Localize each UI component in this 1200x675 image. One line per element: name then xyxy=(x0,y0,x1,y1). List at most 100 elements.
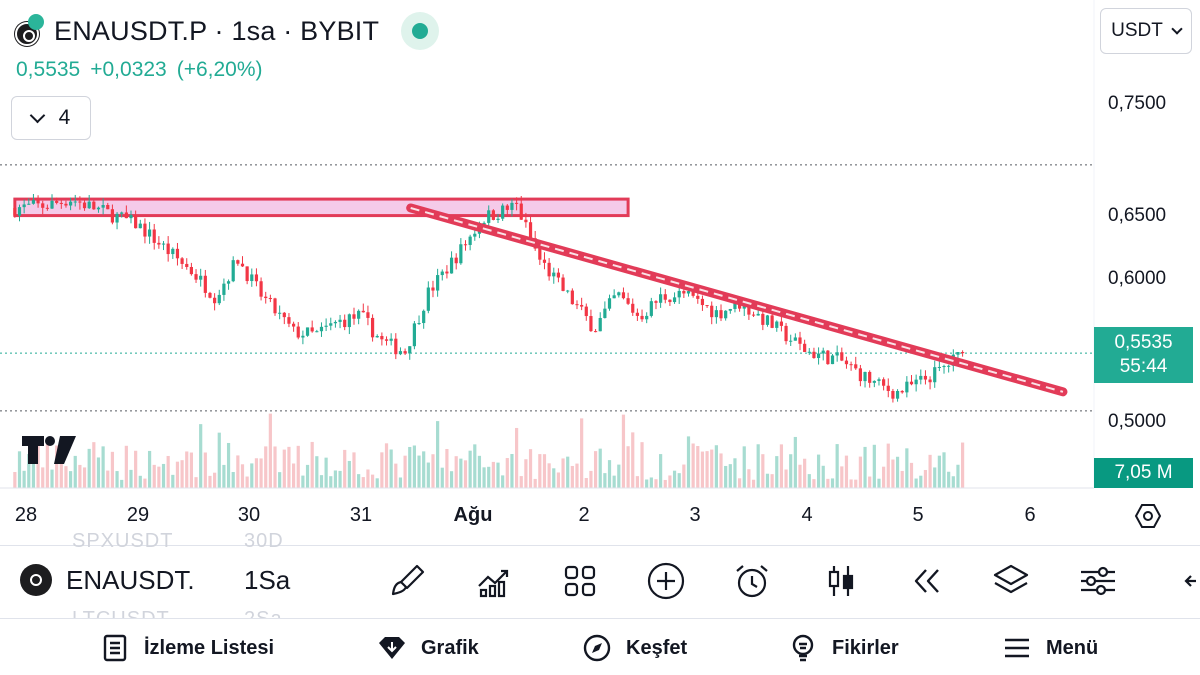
volume-bar xyxy=(157,466,161,488)
nav-explore[interactable]: Keşfet xyxy=(582,633,687,663)
nav-ideas[interactable]: Fikirler xyxy=(788,633,899,663)
volume-bar xyxy=(533,478,537,488)
volume-bar xyxy=(217,432,221,488)
last-price: 0,5535 xyxy=(16,58,81,81)
candle-body xyxy=(603,308,607,318)
toolbar-symbol: ENAUSDT. xyxy=(66,564,195,595)
candle-body xyxy=(101,205,105,208)
brush-icon[interactable] xyxy=(387,560,429,602)
candle-body xyxy=(505,205,509,210)
candle-body xyxy=(686,291,691,294)
candle-body xyxy=(305,327,310,336)
volume-bar xyxy=(166,455,170,488)
alarm-icon[interactable] xyxy=(731,560,773,602)
nav-menu[interactable]: Menü xyxy=(1002,633,1098,663)
candle-body xyxy=(310,327,314,332)
volume-bar xyxy=(765,473,770,488)
volume-bar xyxy=(199,424,203,488)
volume-bar xyxy=(454,456,458,488)
volume-bar xyxy=(231,472,235,488)
replay-icon[interactable] xyxy=(904,560,946,602)
volume-bar xyxy=(738,478,742,488)
volume-bar xyxy=(617,464,621,488)
volume-bar xyxy=(501,475,505,488)
candle-body xyxy=(394,338,398,355)
nav-ideas-label: Fikirler xyxy=(832,636,899,659)
arrow-left-icon[interactable] xyxy=(1170,560,1200,602)
candle-body xyxy=(59,202,63,204)
symbol-logo-icon[interactable] xyxy=(12,14,46,48)
candle-body xyxy=(933,367,937,383)
volume-bar xyxy=(213,472,217,488)
volume-bar xyxy=(649,477,653,488)
volume-bar xyxy=(761,454,765,488)
volume-bar xyxy=(106,470,110,488)
chart-settings-icon[interactable] xyxy=(1134,502,1162,530)
candle-body xyxy=(491,210,495,220)
sliders-icon[interactable] xyxy=(1077,560,1119,602)
candle-body xyxy=(110,209,115,223)
candle-body xyxy=(798,337,802,344)
candle-body xyxy=(895,390,900,399)
interval-button[interactable]: 1Sa xyxy=(244,565,291,595)
trendline[interactable] xyxy=(406,203,1068,397)
candle-body xyxy=(640,315,644,320)
volume-bar xyxy=(380,452,384,488)
layers-icon[interactable] xyxy=(990,560,1032,602)
candle-body xyxy=(635,312,639,316)
candle-body xyxy=(282,312,286,318)
plus-circle-icon[interactable] xyxy=(645,560,687,602)
volume-bar xyxy=(185,451,189,488)
candle-body xyxy=(268,298,272,300)
candle-body xyxy=(240,263,245,267)
market-status-icon[interactable] xyxy=(401,12,440,50)
candle-body xyxy=(923,375,928,380)
candles-icon[interactable] xyxy=(820,560,862,602)
volume-bar xyxy=(505,458,509,488)
candle-body xyxy=(770,315,774,328)
volume-bar xyxy=(942,452,946,488)
candle-body xyxy=(175,248,180,259)
tradingview-logo-icon xyxy=(22,436,76,464)
volume-bar xyxy=(491,461,495,488)
candle-body xyxy=(593,331,598,333)
candle-body xyxy=(937,366,941,368)
candle-body xyxy=(909,381,914,385)
volume-bar xyxy=(245,476,249,488)
volume-bar xyxy=(933,467,937,488)
candle-body xyxy=(942,366,946,368)
volume-bar xyxy=(849,479,853,488)
candle-body xyxy=(213,297,217,304)
currency-select[interactable]: USDT xyxy=(1100,8,1192,54)
candle-body xyxy=(245,266,249,282)
candle-body xyxy=(784,325,788,342)
candle-body xyxy=(361,310,365,313)
candle-body xyxy=(672,297,677,303)
volume-bar xyxy=(324,457,328,488)
toolbar-symbol-button[interactable]: ENAUSDT. xyxy=(20,564,195,596)
volume-bar xyxy=(240,464,245,488)
candle-body xyxy=(398,351,403,355)
volume-bar xyxy=(803,458,807,488)
volume-bar xyxy=(840,466,844,488)
chart-area-icon[interactable] xyxy=(473,560,515,602)
volume-bar xyxy=(659,454,663,488)
volume-bar xyxy=(580,418,584,488)
candle-body xyxy=(677,290,681,298)
candle-body xyxy=(96,207,101,210)
volume-bar xyxy=(775,456,779,488)
candle-body xyxy=(649,301,653,316)
volume-bar xyxy=(370,474,375,488)
symbol-title[interactable]: ENAUSDT.P · 1sa · BYBIT xyxy=(54,15,380,46)
nav-chart[interactable]: Grafik xyxy=(377,633,479,663)
grid-icon[interactable] xyxy=(559,560,601,602)
indicators-toggle-button[interactable]: 4 xyxy=(11,96,91,140)
candle-body xyxy=(863,371,867,382)
chart-canvas[interactable] xyxy=(0,0,1200,545)
volume-bar xyxy=(129,469,133,488)
volume-bar xyxy=(36,445,40,488)
nav-watchlist[interactable]: İzleme Listesi xyxy=(100,633,274,663)
candle-body xyxy=(445,271,449,274)
volume-bar xyxy=(343,449,347,488)
candle-body xyxy=(807,351,811,353)
